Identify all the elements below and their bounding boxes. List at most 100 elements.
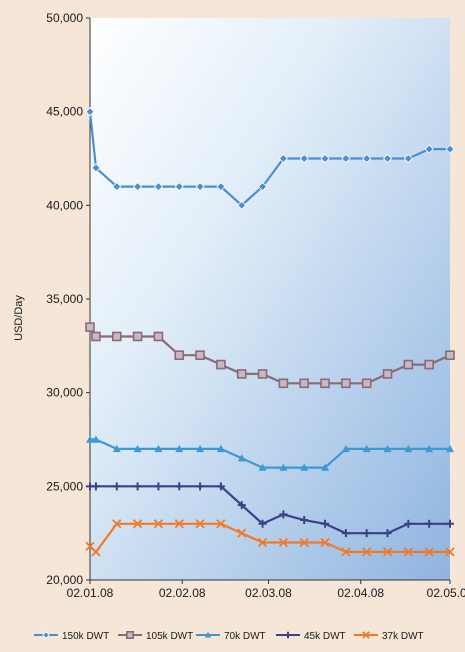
legend-label: 37k DWT [382,631,424,642]
plot-area [90,18,450,580]
data-point [362,153,372,164]
data-point [257,369,268,379]
data-point [91,163,101,173]
data-point [111,331,122,342]
data-point [133,482,142,491]
data-point [300,516,309,525]
data-point [424,144,434,154]
data-point [299,153,309,164]
data-point [341,444,350,453]
data-point [403,153,413,164]
data-point [404,519,413,528]
data-point [237,454,246,462]
data-point [132,331,143,342]
y-tick-label: 50,000 [46,11,83,25]
y-tick-label: 30,000 [46,386,83,400]
x-tick-label: 02.01.08 [67,586,114,600]
data-point [299,537,309,548]
y-tick-label: 35,000 [46,292,83,306]
data-point [91,331,101,342]
data-point [362,631,370,639]
series-group [86,435,454,471]
data-point [278,537,289,548]
data-point [153,519,164,529]
data-point [204,631,212,638]
data-point [236,369,247,379]
data-point [258,519,267,528]
data-point [320,153,330,164]
data-point [403,547,413,557]
data-point [175,482,184,491]
data-point [91,482,100,491]
data-point [174,350,185,361]
data-point [153,182,163,192]
data-point [424,359,434,370]
data-point [174,182,184,192]
x-tick-label: 02.04.08 [337,586,384,600]
data-point [112,482,121,491]
legend-item: 105k DWT [118,630,193,642]
data-point [216,444,225,453]
data-point [299,378,310,389]
data-point [362,547,372,557]
data-point [216,359,226,370]
data-point [341,378,351,389]
data-point [404,444,413,453]
data-point [383,529,392,538]
data-point [237,200,247,210]
series-group [85,519,455,557]
data-point [174,519,184,529]
data-point [382,547,393,557]
data-point [446,444,454,453]
x-tick-label: 02.03.08 [245,586,292,600]
data-point [300,463,309,471]
data-point [424,547,434,557]
data-point [278,153,288,164]
data-point [112,444,121,453]
data-point [86,435,94,443]
data-point [216,482,225,491]
data-point [85,107,95,117]
data-point [341,547,351,557]
data-point [216,182,226,192]
y-tick-label: 25,000 [46,479,83,493]
data-point [279,463,288,471]
data-point [403,359,414,370]
data-point [237,528,247,538]
data-point [153,331,164,342]
data-point [382,153,393,164]
data-point [216,519,226,529]
legend-label: 70k DWT [224,631,266,642]
legend-item: 70k DWT [196,631,266,642]
data-point [321,519,330,528]
data-point [91,435,100,443]
data-point [133,182,143,192]
data-point [425,519,434,528]
data-point [196,482,205,491]
series-group [85,107,455,210]
y-axis-label: USD/Day [13,295,25,341]
data-point [133,444,142,453]
legend-item: 150k DWT [34,631,109,642]
data-point [257,537,268,548]
data-point [42,631,50,639]
data-point [196,444,205,453]
y-tick-label: 45,000 [46,105,83,119]
data-point [195,182,205,192]
series-group [86,482,454,538]
data-point [257,182,268,192]
data-point [361,378,372,389]
data-point [175,444,184,453]
x-tick-label: 02.02.08 [159,586,206,600]
data-point [258,463,267,471]
y-tick-label: 20,000 [46,573,83,587]
legend-label: 105k DWT [146,631,193,642]
data-point [237,501,246,510]
data-point [154,444,163,453]
data-point [278,378,289,389]
data-point [279,510,288,519]
data-point [112,519,122,529]
data-point [446,519,454,528]
data-point [126,630,135,639]
